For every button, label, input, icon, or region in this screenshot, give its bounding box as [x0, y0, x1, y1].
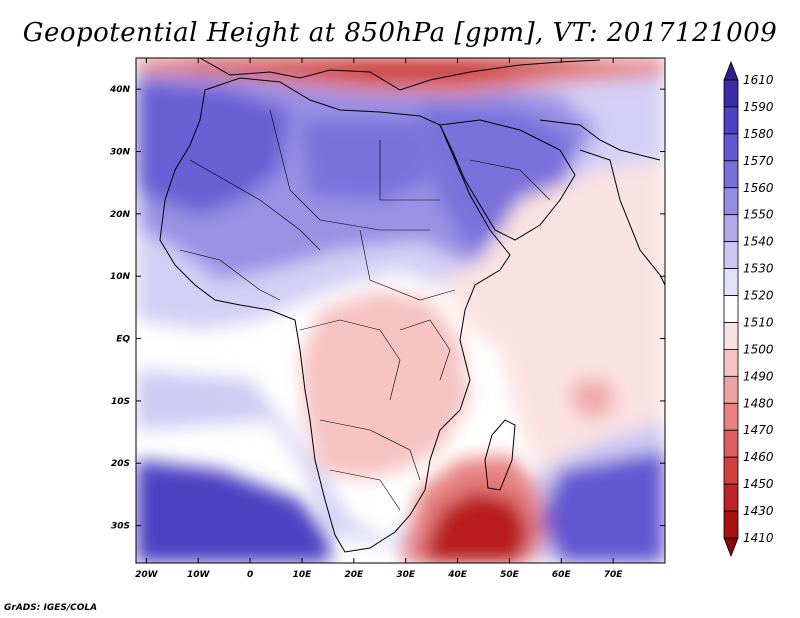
lat-tick-label: 30S	[111, 522, 130, 532]
latitude-axis: 40N 30N 20N 10N EQ 10S 20S 30S	[109, 85, 665, 532]
colorbar-label: 1450	[743, 477, 774, 491]
colorbar-segment	[723, 510, 739, 539]
lat-tick-label: 40N	[109, 85, 131, 95]
border-sahara-central	[269, 109, 430, 231]
colorbar-segment	[723, 79, 739, 108]
border-sahara-west	[189, 159, 321, 251]
lon-tick-label: 70E	[604, 570, 624, 580]
border-arabia	[469, 159, 551, 201]
colorbar-segment	[723, 214, 739, 243]
colorbar-label: 1570	[743, 154, 774, 168]
border-west-africa	[179, 249, 281, 301]
lat-tick-label: 30N	[110, 148, 131, 158]
lat-tick-label: 10N	[110, 272, 131, 282]
colorbar-segment	[723, 429, 739, 458]
country-borders	[179, 109, 551, 511]
shade-pink-central	[300, 290, 470, 480]
colorbar-label: 1500	[743, 342, 774, 356]
lat-tick-label: 20N	[110, 210, 131, 220]
lat-tick-label: 20S	[111, 459, 130, 469]
lon-tick-label: 50E	[500, 570, 520, 580]
colorbar-label: 1530	[743, 262, 774, 276]
colorbar-label: 1560	[743, 181, 774, 195]
border-southern	[329, 469, 401, 511]
persian-coastline	[539, 119, 661, 161]
shade-blue-nw	[136, 80, 290, 215]
border-egypt	[379, 140, 440, 201]
lon-tick-label: 20W	[135, 570, 159, 580]
colorbar-label: 1470	[743, 423, 774, 437]
lon-tick-label: 10W	[187, 570, 211, 580]
colorbar-segment	[723, 375, 739, 404]
lat-tick-label: EQ	[116, 335, 130, 345]
colorbar-segment	[723, 268, 739, 296]
shade-blue-sw	[136, 460, 330, 563]
border-sudan	[359, 229, 456, 301]
shade-red-mediterranean	[150, 58, 620, 80]
colorbar-label: 1460	[743, 450, 774, 464]
map-title: Geopotential Height at 850hPa [gpm], VT:…	[22, 18, 778, 48]
colorbar-bottom-triangle	[723, 537, 739, 558]
longitude-axis: 20W 10W 0 10E 20E 30E 40E 50E 60E 70E	[135, 58, 623, 580]
lon-tick-label: 10E	[293, 570, 313, 580]
colorbar-label: 1410	[743, 531, 774, 545]
lat-tick-label: 10S	[111, 397, 130, 407]
shade-blue-libya	[300, 120, 430, 200]
shade-pink-madagascar-low	[570, 380, 615, 420]
coastlines	[159, 58, 665, 553]
lon-tick-label: 40E	[447, 570, 468, 580]
colorbar-label: 1490	[743, 369, 774, 383]
colorbar-label: 1520	[743, 289, 774, 303]
colorbar-label: 1510	[743, 315, 774, 329]
border-congo	[299, 319, 401, 401]
colorbar-segment	[723, 106, 739, 135]
colorbar-segment	[723, 241, 739, 269]
colorbar-segment	[723, 295, 739, 323]
height-field	[136, 58, 665, 563]
colorbar-segment	[723, 483, 739, 512]
shade-red-se-africa	[420, 490, 530, 563]
colorbar-label: 1480	[743, 396, 774, 410]
lon-tick-label: 0	[247, 570, 253, 580]
colorbar-label: 1540	[743, 235, 774, 249]
colorbar-top-triangle	[723, 60, 739, 81]
border-east-africa	[399, 319, 451, 381]
colorbar-segment	[723, 187, 739, 216]
lon-tick-label: 60E	[552, 570, 572, 580]
lon-tick-label: 20E	[344, 570, 364, 580]
colorbar-segment	[723, 349, 739, 377]
colorbar-segment	[723, 133, 739, 162]
lon-tick-label: 30E	[396, 570, 416, 580]
arabia-coastline	[439, 119, 576, 241]
colorbar-label: 1550	[743, 208, 774, 222]
colorbar-segment	[723, 402, 739, 431]
colorbar: 1610 1590 1580 1570 1560 1550 1540 1530 1520 1510…	[723, 60, 774, 558]
colorbar-segment	[723, 456, 739, 485]
border-south-africa	[319, 419, 421, 481]
footer-credit: GrADS: IGES/COLA	[4, 603, 98, 613]
shade-blue-se	[540, 450, 665, 563]
colorbar-segment	[723, 322, 739, 350]
europe-coastline	[199, 58, 601, 91]
colorbar-label: 1580	[743, 127, 774, 141]
madagascar-coastline	[484, 419, 516, 491]
colorbar-segment	[723, 160, 739, 189]
colorbar-label: 1590	[743, 100, 774, 114]
colorbar-label: 1610	[743, 73, 774, 87]
plot-frame	[135, 57, 666, 564]
colorbar-label: 1430	[743, 504, 774, 518]
